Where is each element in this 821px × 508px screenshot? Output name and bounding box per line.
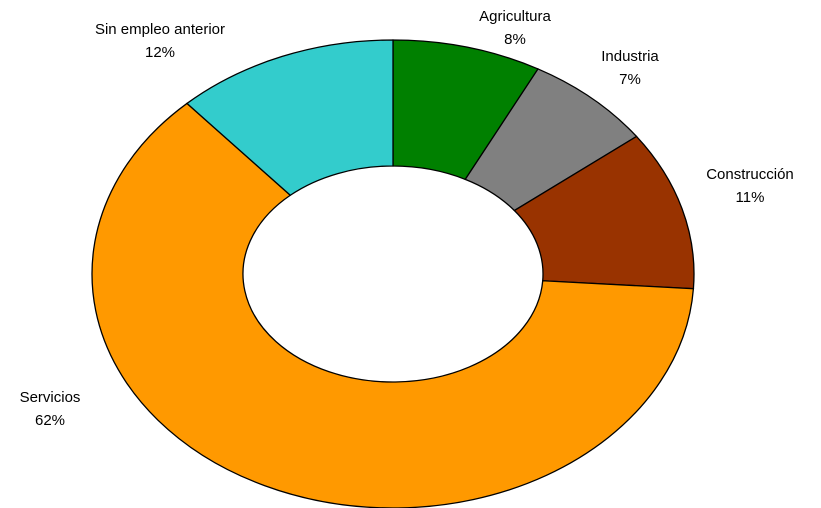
segment-value-label: 7% [619, 71, 641, 88]
segment-value-label: 11% [736, 189, 765, 206]
donut-segment [91, 102, 695, 508]
segment-label: Sin empleo anterior [95, 21, 225, 38]
segment-label: Servicios [20, 389, 81, 406]
segment-label: Agricultura [479, 8, 551, 25]
segment-value-label: 62% [35, 412, 65, 429]
segment-label: Construcción [706, 166, 794, 183]
segment-label: Industria [601, 48, 659, 65]
donut-segment [185, 39, 394, 197]
segment-value-label: 8% [504, 31, 526, 48]
segment-value-label: 12% [145, 44, 175, 61]
